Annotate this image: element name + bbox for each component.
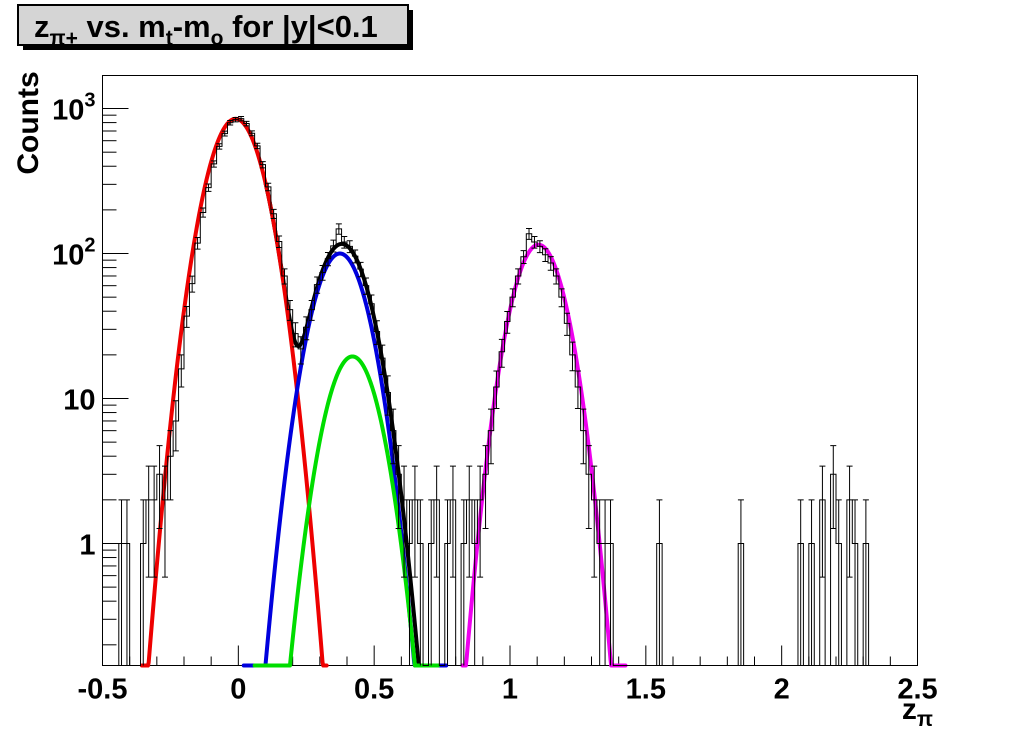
plot-frame <box>102 75 918 666</box>
fit-curve-background-gaussian <box>252 354 441 668</box>
x-tick-label: 2.5 <box>897 674 937 706</box>
x-tick-label: 0 <box>230 674 246 706</box>
chart-title-box <box>17 4 409 46</box>
y-tick-label: 10 <box>63 384 95 416</box>
x-tick-label: 1 <box>502 674 518 706</box>
x-tick-label: 2 <box>774 674 790 706</box>
x-tick-label: -0.5 <box>78 674 128 706</box>
y-tick-label: 1 <box>79 529 95 561</box>
y-tick-label: 103 <box>52 90 95 127</box>
y-tick-label: 102 <box>52 235 95 272</box>
x-tick-label: 1.5 <box>626 674 666 706</box>
fit-curve-third-peak-gaussian <box>460 242 628 668</box>
histogram-error-bars <box>118 116 869 666</box>
y-axis-title: Counts <box>12 71 45 174</box>
x-tick-label: 0.5 <box>354 674 394 706</box>
fit-curve-pion-peak-gaussian <box>139 116 329 668</box>
x-axis-title: zπ <box>902 693 933 731</box>
chart-title-text: zπ+ vs. mt-mo for |y|<0.1 <box>34 9 378 50</box>
